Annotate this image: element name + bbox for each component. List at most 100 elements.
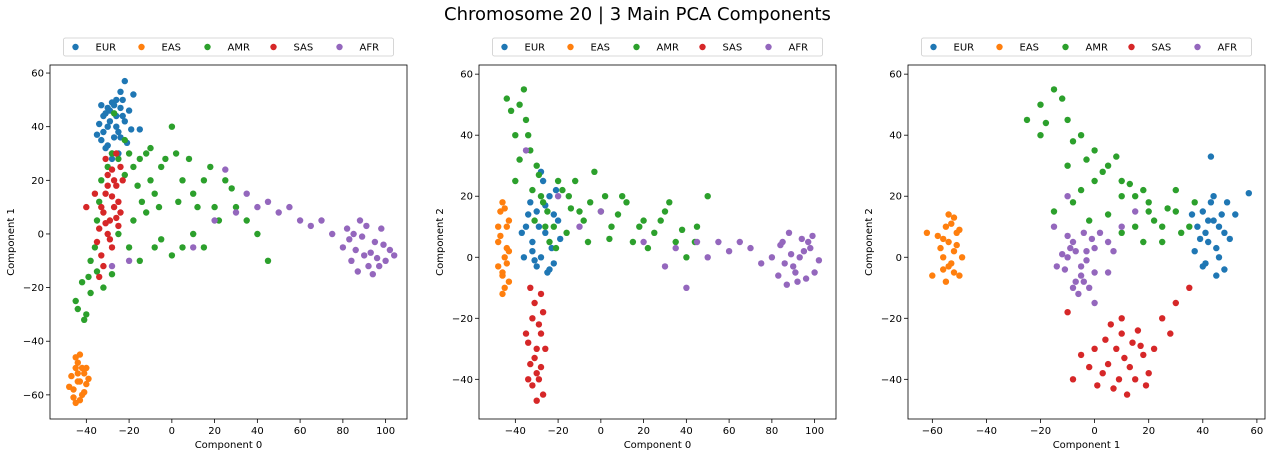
x-tick-label: 80: [337, 426, 350, 437]
data-point: [243, 190, 250, 197]
data-point: [243, 217, 250, 224]
data-point: [587, 199, 594, 206]
data-point: [354, 268, 361, 275]
data-point: [87, 289, 94, 297]
legend-marker: [633, 43, 640, 51]
data-point: [1072, 248, 1079, 255]
data-point: [211, 217, 218, 224]
data-point: [539, 391, 547, 398]
legend-label: SAS: [1152, 43, 1172, 54]
legend-label: EAS: [591, 43, 611, 54]
data-point: [811, 269, 818, 276]
data-point: [136, 155, 143, 163]
x-tick-label: 0: [169, 426, 175, 437]
data-point: [1191, 248, 1198, 255]
data-point: [115, 198, 122, 205]
legend-label: AFR: [1218, 43, 1238, 54]
panel-component1-vs-component2: −60 −40 −20 0 20 40 60 −40 −20 0 20 40 60 Component 1…: [864, 37, 1266, 451]
data-point: [113, 182, 120, 189]
legend-marker: [1128, 43, 1135, 51]
legend: EUR EAS AMR SAS AFR: [921, 37, 1252, 57]
data-point: [1213, 272, 1220, 279]
y-tick-label: 40: [460, 131, 473, 142]
data-point: [380, 241, 387, 248]
data-point: [661, 208, 669, 215]
legend-entry-eas: EAS: [138, 43, 181, 54]
y-tick-label: −40: [881, 375, 902, 386]
data-point: [108, 244, 116, 251]
data-point: [102, 155, 109, 163]
data-point: [539, 199, 547, 206]
data-point: [591, 168, 598, 175]
data-point: [1102, 336, 1109, 343]
data-point: [117, 104, 124, 112]
data-point: [329, 230, 336, 238]
legend-label: AMR: [1086, 43, 1108, 54]
data-point: [535, 223, 543, 230]
data-point: [495, 238, 502, 246]
data-point: [777, 241, 784, 249]
data-point: [1064, 232, 1071, 240]
data-point: [1207, 153, 1215, 160]
data-point: [614, 211, 622, 218]
data-point: [110, 110, 118, 117]
x-tick-label: −40: [505, 426, 526, 437]
data-point: [531, 354, 538, 362]
data-point: [1150, 217, 1158, 224]
data-point: [815, 257, 823, 264]
data-point: [945, 211, 952, 218]
legend-entry-sas: SAS: [270, 43, 313, 54]
data-point: [232, 203, 240, 211]
data-point: [1126, 180, 1134, 188]
data-point: [130, 91, 137, 98]
data-point: [535, 321, 543, 328]
data-point: [147, 144, 154, 152]
data-point: [356, 217, 364, 224]
data-point: [1037, 132, 1044, 139]
data-point: [108, 193, 116, 200]
data-point: [606, 235, 613, 243]
data-point: [121, 77, 128, 85]
data-point: [1023, 116, 1031, 124]
data-point: [200, 177, 208, 184]
data-point: [1069, 138, 1077, 145]
data-point: [130, 217, 137, 224]
legend: EUR EAS AMR SAS AFR: [492, 37, 823, 57]
data-point: [1150, 345, 1158, 352]
legend-box: [492, 37, 823, 57]
data-point: [940, 266, 947, 273]
data-point: [125, 150, 133, 157]
legend-marker: [336, 43, 343, 51]
data-point: [100, 112, 107, 120]
data-point: [81, 316, 88, 323]
data-point: [1080, 278, 1088, 285]
legend: EUR EAS AMR SAS AFR: [63, 37, 394, 57]
data-point: [76, 351, 84, 358]
data-point: [640, 238, 647, 246]
data-point: [567, 205, 575, 212]
data-point: [1064, 116, 1071, 124]
x-tick-label: 40: [1196, 426, 1209, 437]
data-point: [185, 155, 193, 163]
data-point: [113, 214, 120, 222]
data-point: [1213, 244, 1220, 252]
data-point: [1069, 199, 1077, 206]
data-point: [350, 230, 357, 238]
data-point: [1064, 309, 1071, 316]
data-point: [125, 107, 133, 114]
data-point: [1196, 235, 1204, 243]
data-point: [580, 217, 587, 224]
y-tick-label: 40: [889, 131, 902, 142]
data-point: [130, 163, 137, 171]
data-point: [117, 163, 124, 171]
data-point: [704, 254, 711, 261]
data-point: [736, 238, 743, 246]
data-point: [1172, 186, 1180, 194]
data-point: [108, 166, 116, 173]
data-point: [78, 279, 86, 286]
data-point: [254, 203, 261, 211]
data-point: [147, 177, 154, 184]
data-point: [958, 254, 966, 261]
data-point: [1059, 251, 1066, 258]
data-point: [168, 123, 176, 130]
